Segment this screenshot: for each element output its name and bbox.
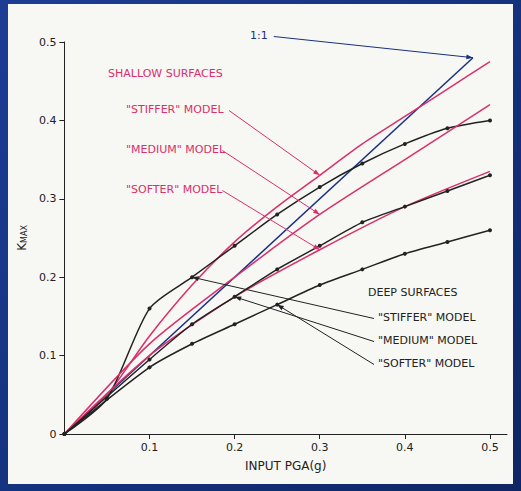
svg-text:"MEDIUM" MODEL: "MEDIUM" MODEL	[378, 334, 478, 347]
svg-text:0.5: 0.5	[481, 441, 499, 454]
svg-text:0: 0	[49, 428, 56, 441]
svg-text:INPUT PGA(g): INPUT PGA(g)	[245, 459, 326, 473]
svg-text:0.1: 0.1	[141, 441, 159, 454]
svg-text:MAX: MAX	[20, 225, 29, 243]
svg-text:0.2: 0.2	[226, 441, 244, 454]
svg-text:"SOFTER" MODEL: "SOFTER" MODEL	[126, 183, 223, 196]
svg-text:K: K	[15, 243, 29, 251]
svg-text:"MEDIUM" MODEL: "MEDIUM" MODEL	[126, 143, 226, 156]
svg-text:1:1: 1:1	[250, 29, 268, 42]
svg-text:0.4: 0.4	[396, 441, 414, 454]
svg-text:0.3: 0.3	[39, 192, 57, 205]
svg-text:0.3: 0.3	[311, 441, 329, 454]
svg-text:"SOFTER" MODEL: "SOFTER" MODEL	[378, 357, 475, 370]
svg-text:"STIFFER" MODEL: "STIFFER" MODEL	[378, 311, 476, 324]
svg-text:SHALLOW SURFACES: SHALLOW SURFACES	[108, 67, 223, 80]
svg-text:0.4: 0.4	[39, 114, 57, 127]
svg-text:0.1: 0.1	[39, 349, 57, 362]
svg-text:0.5: 0.5	[39, 36, 57, 49]
svg-text:DEEP SURFACES: DEEP SURFACES	[368, 286, 457, 299]
svg-text:0.2: 0.2	[39, 271, 57, 284]
svg-text:"STIFFER" MODEL: "STIFFER" MODEL	[126, 103, 224, 116]
